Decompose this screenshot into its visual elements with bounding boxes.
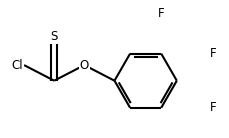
Text: F: F bbox=[209, 47, 215, 60]
Text: Cl: Cl bbox=[11, 59, 23, 72]
Text: F: F bbox=[209, 101, 215, 114]
Text: O: O bbox=[79, 59, 89, 72]
Text: S: S bbox=[50, 30, 58, 43]
Text: F: F bbox=[157, 7, 164, 20]
